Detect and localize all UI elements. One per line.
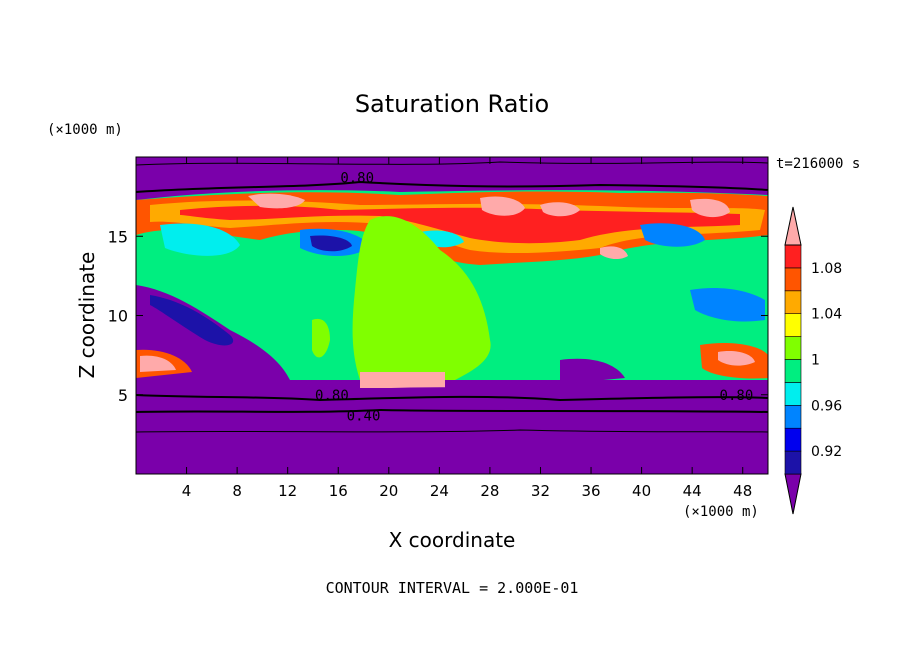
x-tick-label: 4 [182,482,192,500]
saturation-field [136,157,768,474]
contour-labels: 0.80 0.80 0.80 0.40 [315,171,753,425]
colorbar-overflow [784,206,802,246]
colorbar: 0.92 0.96 1 1.04 1.08 [784,206,842,515]
x-tick-label: 28 [480,482,499,500]
colorbar-bin [784,244,802,269]
chart-title: Saturation Ratio [355,90,549,118]
colorbar-tick-label: 1.08 [811,261,842,277]
colorbar-bin [784,290,802,314]
contour-interval-note: CONTOUR INTERVAL = 2.000E-01 [326,579,579,597]
time-label: t=216000 s [776,156,860,172]
y-axis-label: Z coordinate [75,252,99,379]
y-unit-label: (×1000 m) [47,122,123,138]
colorbar-bin [784,404,802,429]
colorbar-bin [784,450,802,475]
x-tick-label: 12 [278,482,297,500]
colorbar-bin [784,427,802,452]
x-axis-label: X coordinate [389,528,516,552]
colorbar-bin [784,313,802,337]
x-tick-label: 36 [581,482,600,500]
x-tick-label: 44 [683,482,702,500]
contour-label: 0.80 [720,388,754,404]
x-tick-label: 48 [733,482,752,500]
colorbar-tick-label: 1 [811,353,820,369]
x-tick-label: 8 [232,482,242,500]
contour-label: 0.80 [340,171,374,187]
x-tick-label: 20 [379,482,398,500]
x-tick-label: 40 [632,482,651,500]
y-tick-label: 10 [108,307,128,326]
y-tick-label: 15 [108,227,128,246]
colorbar-tick-label: 0.96 [811,398,842,414]
x-tick-label: 32 [531,482,550,500]
colorbar-underflow [784,473,802,515]
contour-label: 0.40 [347,408,381,424]
x-unit-label: (×1000 m) [683,504,759,520]
x-axis: 4 8 12 16 20 24 28 32 36 40 44 48 [182,157,752,500]
contour-label: 0.80 [315,388,349,404]
colorbar-bin [784,359,802,383]
colorbar-bin [784,336,802,360]
x-tick-label: 24 [430,482,449,500]
y-tick-label: 5 [118,386,128,405]
colorbar-tick-label: 1.04 [811,307,842,323]
y-axis: 5 10 15 [108,227,768,405]
colorbar-bin [784,382,802,406]
colorbar-tick-label: 0.92 [811,444,842,460]
x-tick-label: 16 [329,482,348,500]
colorbar-bin [784,267,802,292]
